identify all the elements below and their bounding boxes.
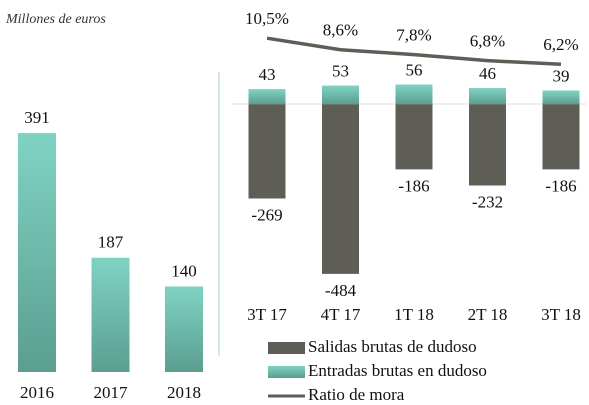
bar: [165, 286, 203, 372]
data-label: 56: [406, 60, 423, 79]
bar: [395, 104, 433, 170]
bar: [542, 104, 580, 170]
data-label: 140: [171, 261, 197, 280]
bar: [469, 104, 506, 186]
bar: [395, 84, 433, 105]
x-tick-label: 1T 18: [394, 305, 434, 324]
bar: [18, 133, 56, 372]
bar: [469, 88, 506, 105]
data-label: 8,6%: [323, 21, 358, 40]
data-label: 10,5%: [245, 9, 289, 28]
bar: [542, 90, 580, 105]
x-tick-label: 3T 18: [541, 305, 581, 324]
bar: [322, 104, 359, 274]
data-label: 43: [259, 65, 276, 84]
bar: [91, 257, 130, 372]
x-tick-label: 4T 17: [321, 305, 361, 324]
data-label: 6,2%: [543, 35, 578, 54]
x-tick-label: 2016: [20, 383, 54, 402]
x-tick-label: 2018: [167, 383, 201, 402]
x-tick-label: 2T 18: [468, 305, 508, 324]
line: [266, 36, 562, 67]
data-label: 7,8%: [396, 25, 431, 44]
data-label: 53: [332, 61, 349, 80]
data-label: 6,8%: [470, 32, 505, 51]
data-label: -232: [472, 192, 503, 211]
bar: [248, 89, 286, 105]
legend-label: Salidas brutas de dudoso: [308, 337, 477, 356]
legend-swatch: [268, 342, 305, 354]
x-tick-label: 2017: [94, 383, 129, 402]
legend-label: Ratio de mora: [308, 385, 405, 404]
data-label: -269: [251, 205, 282, 224]
chart-subtitle: Millones de euros: [5, 12, 106, 27]
data-label: 39: [553, 66, 570, 85]
data-label: 46: [479, 64, 496, 83]
bar: [248, 104, 286, 199]
data-label: 187: [98, 233, 124, 252]
data-label: -484: [325, 281, 357, 300]
bar: [322, 85, 359, 105]
legend-label: Entradas brutas en dudoso: [308, 361, 487, 380]
legend-swatch: [268, 366, 305, 378]
data-label: -186: [545, 176, 576, 195]
data-label: 391: [24, 108, 50, 127]
x-tick-label: 3T 17: [247, 305, 287, 324]
data-label: -186: [398, 176, 429, 195]
